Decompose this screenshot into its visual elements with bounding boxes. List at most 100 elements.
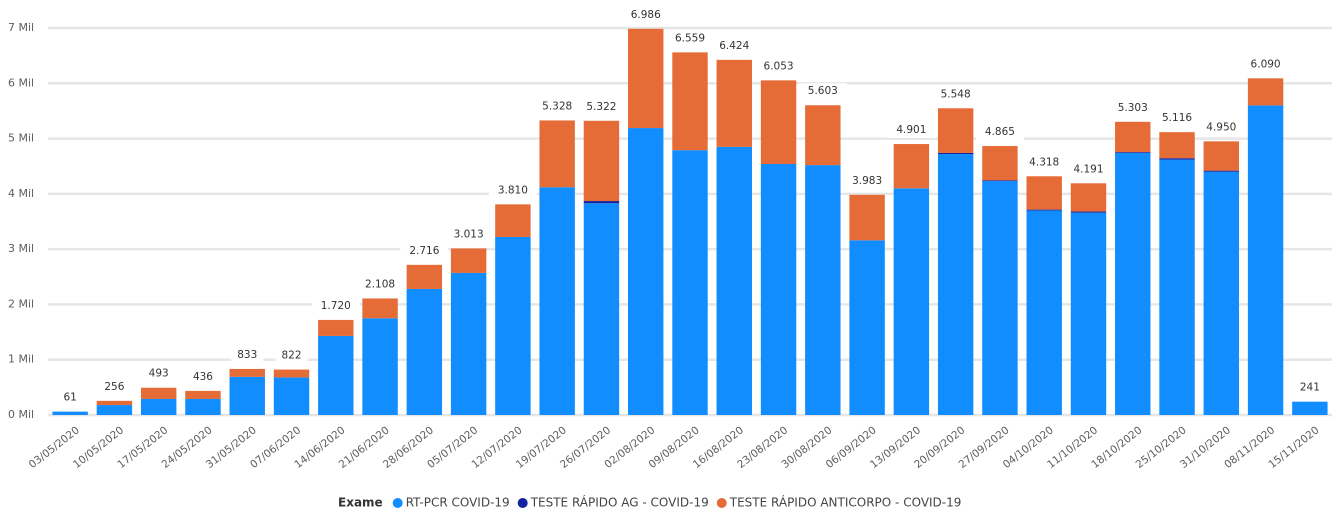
bar-segment — [982, 146, 1018, 181]
bar-segment — [52, 411, 88, 415]
total-label-bg — [887, 122, 936, 139]
bar-segment — [982, 180, 1018, 182]
bar-segment — [539, 120, 575, 188]
bar-segment — [1070, 183, 1107, 212]
total-label: 4.318 — [1029, 156, 1059, 168]
total-label: 493 — [149, 368, 169, 380]
bar-segment — [1026, 210, 1062, 415]
total-label: 5.303 — [1118, 102, 1148, 114]
total-label-bg — [1020, 154, 1069, 171]
bar-segment — [628, 128, 664, 415]
total-label: 6.090 — [1251, 58, 1281, 70]
total-label-bg — [798, 83, 847, 100]
bar-segment — [893, 144, 930, 189]
total-label: 3.983 — [852, 175, 882, 187]
total-label-bg — [975, 124, 1024, 141]
total-label-bg — [275, 347, 308, 364]
bar-segment — [1247, 105, 1284, 416]
legend-marker — [517, 498, 528, 508]
bar-segment — [893, 188, 930, 415]
total-label: 3.810 — [498, 184, 528, 196]
total-label: 5.328 — [542, 100, 572, 112]
bar-segment — [1026, 176, 1062, 210]
bar-segment — [1070, 212, 1107, 415]
bar-segment — [318, 319, 354, 336]
legend-marker — [716, 498, 727, 508]
bar-segment — [140, 387, 177, 399]
y-tick-label: 7 Mil — [8, 21, 34, 34]
total-label-bg — [231, 346, 264, 363]
bar-segment — [849, 194, 885, 241]
total-label-bg — [1197, 119, 1246, 136]
bar-segment — [1203, 171, 1240, 415]
total-label: 1.720 — [321, 300, 351, 312]
bar-segment — [672, 150, 708, 415]
bar-segment — [495, 204, 531, 237]
bar-segment — [1115, 121, 1151, 153]
bar-segment — [1115, 152, 1151, 153]
total-label-bg — [142, 365, 175, 382]
bar-segment — [805, 165, 841, 415]
legend-title: Exame — [338, 496, 383, 510]
bar-segment — [937, 154, 974, 415]
legend-marker — [392, 498, 403, 508]
bar-segment — [185, 390, 221, 399]
bar-segment — [982, 181, 1018, 415]
bar-segment — [229, 368, 265, 377]
total-label: 4.191 — [1073, 163, 1103, 175]
bar-segment — [362, 298, 398, 319]
bar-segment — [1292, 401, 1328, 415]
total-label-bg — [1064, 161, 1113, 178]
total-label-bg — [356, 276, 405, 293]
bar-segment — [1247, 78, 1284, 106]
total-label: 6.053 — [764, 60, 794, 72]
bar-segment — [1026, 209, 1062, 211]
bar-segment — [937, 108, 974, 153]
total-label: 5.603 — [808, 85, 838, 97]
total-label: 241 — [1300, 382, 1320, 394]
total-label-bg — [931, 86, 980, 103]
total-label: 4.950 — [1206, 121, 1236, 133]
total-label-bg — [1293, 379, 1326, 396]
y-tick-label: 0 Mil — [8, 408, 34, 421]
bar-segment — [495, 236, 531, 415]
bar-segment — [628, 28, 664, 129]
bar-segment — [185, 398, 221, 415]
total-label: 5.548 — [941, 88, 971, 100]
total-label-bg — [533, 98, 582, 115]
bar-segment — [716, 146, 752, 415]
bar-segment — [406, 264, 443, 289]
total-label: 2.716 — [409, 245, 439, 257]
total-label: 61 — [63, 392, 76, 404]
y-tick-label: 5 Mil — [8, 132, 34, 145]
bar-segment — [450, 272, 487, 415]
total-label-bg — [666, 30, 714, 47]
total-label-bg — [98, 378, 131, 395]
bar-segment — [1203, 170, 1240, 172]
bar-segment — [1159, 132, 1195, 159]
bar-segment — [96, 405, 133, 415]
total-label-bg — [710, 37, 759, 54]
bar-segment — [805, 105, 841, 166]
total-label-bg — [488, 182, 537, 199]
legend-label: TESTE RÁPIDO ANTICORPO - COVID-19 — [729, 495, 962, 510]
y-tick-label: 2 Mil — [8, 297, 34, 310]
total-label-bg — [577, 98, 626, 115]
bar-segment — [760, 80, 797, 165]
bar-segment — [362, 318, 398, 415]
total-label-bg — [1241, 56, 1290, 73]
total-label-bg — [186, 368, 219, 385]
total-label: 833 — [237, 349, 257, 361]
bar-segment — [716, 59, 752, 147]
total-label-bg — [754, 58, 803, 75]
bar-segment — [406, 288, 443, 415]
bar-segment — [273, 369, 310, 378]
total-label-bg — [843, 172, 892, 189]
bar-segment — [672, 52, 708, 151]
total-label: 436 — [193, 371, 213, 383]
total-label: 5.116 — [1162, 112, 1192, 124]
total-label: 4.901 — [896, 124, 926, 136]
y-tick-label: 4 Mil — [8, 187, 34, 200]
bar-segment — [583, 120, 620, 202]
